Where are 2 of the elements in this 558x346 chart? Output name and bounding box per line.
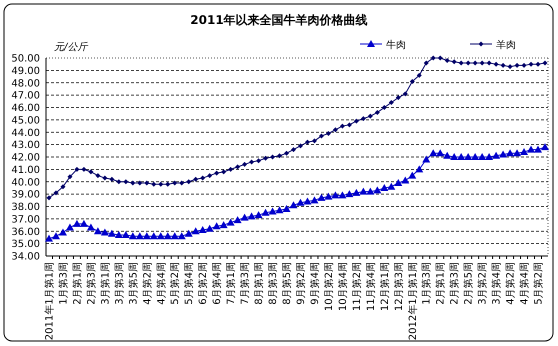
title: 2011年以来全国牛羊肉价格曲线 [190, 13, 368, 27]
ylabel: 元/公斤 [54, 42, 88, 53]
